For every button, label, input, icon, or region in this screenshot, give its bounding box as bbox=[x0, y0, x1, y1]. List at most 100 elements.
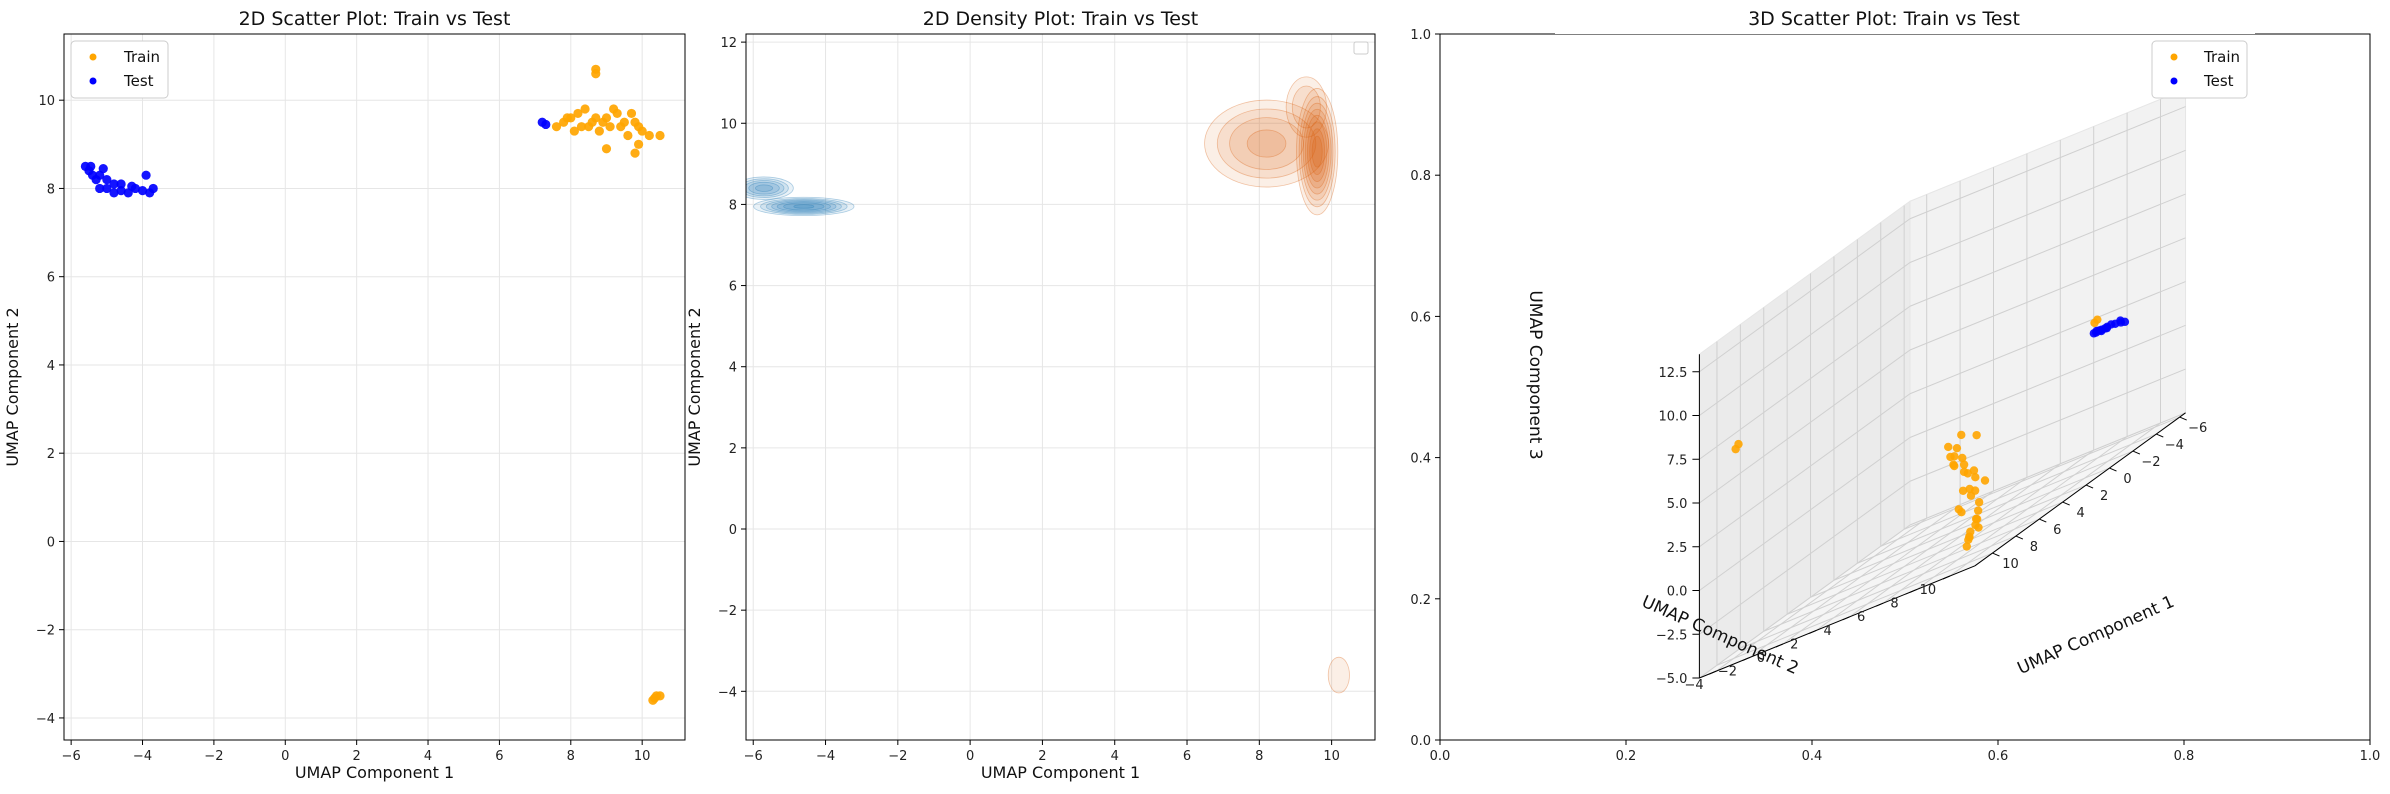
axes-frame bbox=[63, 33, 686, 741]
y-tick-label: −4 bbox=[36, 712, 55, 727]
y-tick-label: 8 bbox=[729, 198, 737, 213]
x3d-tick-label: 2 bbox=[2100, 489, 2108, 504]
z3d-axis-label: UMAP Component 3 bbox=[1525, 290, 1545, 459]
z3d-tick-label: 0.0 bbox=[1667, 585, 1688, 600]
data-point bbox=[576, 122, 587, 132]
x-tick-label: −4 bbox=[816, 749, 835, 764]
wall-grid-z bbox=[1699, 480, 1911, 635]
x3d-tick bbox=[2179, 416, 2187, 421]
wall-grid-z bbox=[1699, 218, 1911, 373]
wall-grid-z bbox=[1699, 349, 1911, 504]
outer-x-tick-label: 0.0 bbox=[1430, 749, 1451, 764]
x3d-tick bbox=[2085, 484, 2094, 489]
x3d-tick-label: 10 bbox=[2002, 557, 2019, 572]
x-tick-label: −6 bbox=[62, 749, 81, 764]
data-point bbox=[1950, 461, 1959, 471]
y-tick-label: 10 bbox=[38, 94, 55, 109]
y-axis-label: UMAP Component 2 bbox=[3, 307, 22, 466]
data-point bbox=[1946, 452, 1955, 462]
x-tick-label: 4 bbox=[1111, 749, 1119, 764]
density-contour bbox=[760, 198, 848, 215]
scatter3d-points bbox=[1731, 315, 2130, 551]
y-tick-label: −2 bbox=[718, 604, 737, 619]
wall-grid-z2 bbox=[1909, 149, 2186, 263]
z3d-tick-label: −5.0 bbox=[1656, 672, 1688, 687]
data-point bbox=[584, 122, 594, 132]
data-point bbox=[102, 183, 112, 194]
outer-y-tick-label: 0.2 bbox=[1410, 593, 1431, 608]
x-axis-label: UMAP Component 1 bbox=[295, 763, 454, 782]
data-point bbox=[86, 161, 96, 171]
x-tick-label: 6 bbox=[1183, 749, 1191, 764]
floor-grid-y bbox=[1749, 504, 1961, 659]
floor-grid-x bbox=[1880, 433, 2157, 547]
y3d-tick bbox=[1909, 589, 1917, 594]
data-point bbox=[2093, 315, 2102, 324]
x-axis-line bbox=[1974, 412, 2186, 567]
wall-grid-z bbox=[1699, 524, 1911, 679]
floor-grid-y bbox=[1849, 463, 2061, 618]
y-tick-label: 0 bbox=[47, 535, 55, 550]
data-point bbox=[650, 693, 660, 703]
density-contour bbox=[765, 199, 842, 214]
density-contour bbox=[1327, 656, 1350, 694]
data-point bbox=[591, 113, 601, 123]
scatter-points bbox=[80, 64, 665, 705]
y-tick-label: −4 bbox=[718, 685, 737, 700]
y-tick-label: 10 bbox=[720, 117, 737, 132]
x-tick-label: 8 bbox=[1255, 749, 1263, 764]
data-point bbox=[626, 108, 637, 119]
data-point bbox=[1957, 430, 1966, 440]
chart-title: 2D Density Plot: Train vs Test bbox=[923, 8, 1199, 30]
data-point bbox=[580, 104, 590, 114]
density-contour bbox=[1300, 102, 1334, 201]
series3d-test bbox=[2089, 316, 2130, 338]
data-point bbox=[1973, 506, 1983, 515]
density-contour bbox=[1246, 129, 1287, 158]
density-contour bbox=[746, 178, 789, 198]
z3d-tick-label: 12.5 bbox=[1658, 366, 1687, 381]
data-point bbox=[116, 186, 126, 196]
y-tick-label: 12 bbox=[720, 36, 737, 51]
y3d-tick bbox=[1809, 629, 1817, 634]
floor-grid-y bbox=[1715, 517, 1927, 672]
outer-x-tick-label: 0.6 bbox=[1988, 749, 2009, 764]
scatter2d-panel: −6 −4 −2 0 2 4 6 8 10 −4 −2 0 2 4 6 8 10 2D Scatter Plot:… bbox=[3, 8, 686, 782]
x3d-tick-label: 6 bbox=[2053, 523, 2061, 538]
data-point bbox=[634, 122, 644, 132]
data-point bbox=[102, 175, 112, 185]
x-tick-label: 6 bbox=[495, 749, 503, 764]
legend: Train Test bbox=[2151, 40, 2248, 99]
scatter3d-panel: 0.0 0.2 0.4 0.6 0.8 1.0 0.0 0.2 0.4 0.6 0.8 1.0 3D S… bbox=[1410, 8, 2380, 764]
data-point bbox=[619, 117, 629, 127]
data-point bbox=[612, 108, 622, 119]
x3d-tick bbox=[2156, 433, 2164, 438]
density-contour bbox=[771, 200, 837, 213]
data-point bbox=[594, 126, 604, 136]
data-point bbox=[1957, 508, 1966, 517]
floor-grid-x bbox=[1810, 484, 2087, 598]
outer-y-tick-label: 1.0 bbox=[1410, 28, 1431, 43]
data-point bbox=[1952, 443, 1962, 453]
data-point bbox=[141, 170, 151, 180]
x3d-tick-label: 0 bbox=[2123, 472, 2131, 487]
density-contour bbox=[1304, 114, 1330, 189]
wall-grid-z bbox=[1699, 393, 1911, 548]
data-point bbox=[2120, 317, 2130, 327]
wall-grid-z2 bbox=[1909, 106, 2186, 220]
y3d-tick-label: 10 bbox=[1920, 583, 1937, 598]
data-point bbox=[655, 130, 665, 141]
axes-frame bbox=[745, 33, 1376, 741]
y-tick-label: 2 bbox=[729, 442, 737, 457]
data-point bbox=[1963, 469, 1972, 478]
data-point bbox=[127, 181, 137, 191]
y-tick-label: 0 bbox=[729, 523, 737, 538]
density-contour bbox=[783, 202, 825, 211]
chart-title: 2D Scatter Plot: Train vs Test bbox=[239, 8, 511, 30]
series3d-train bbox=[1731, 315, 2102, 551]
data-point bbox=[2092, 326, 2101, 336]
y3d-tick bbox=[1842, 616, 1850, 621]
density-contour bbox=[1285, 76, 1327, 138]
x3d-tick-label: −2 bbox=[2141, 455, 2160, 470]
